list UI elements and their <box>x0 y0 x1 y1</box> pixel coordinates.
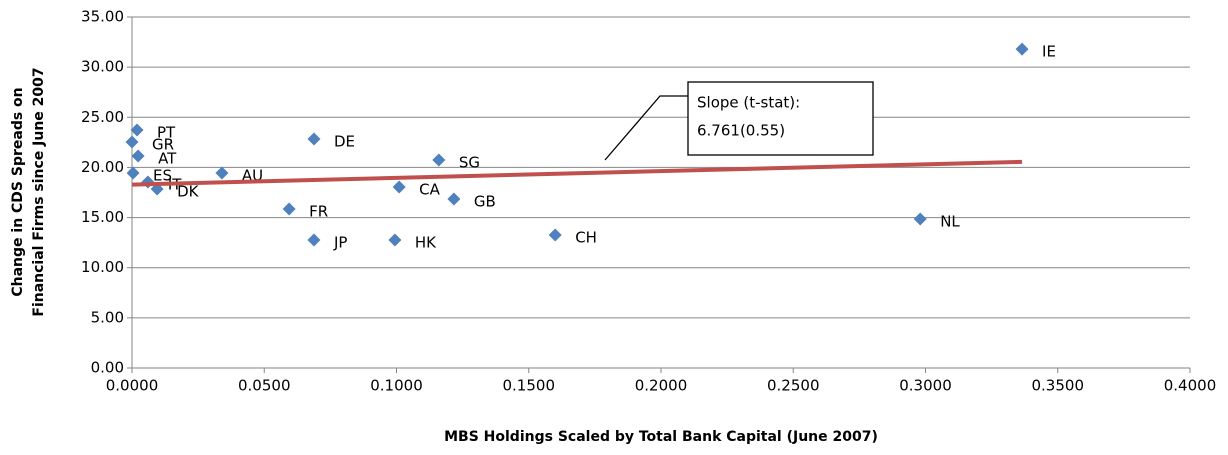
annotation-leader <box>604 95 688 161</box>
annotation-box <box>687 81 874 156</box>
x-tick-label: 0.1500 <box>503 377 556 395</box>
y-axis-title: Financial Firms since June 2007 <box>31 67 47 316</box>
point-label: GR <box>152 136 174 154</box>
data-point <box>131 149 145 163</box>
point-label: FR <box>309 203 328 221</box>
y-tick-label: 0.00 <box>91 359 124 377</box>
data-point <box>432 153 446 167</box>
x-tick-label: 0.4000 <box>1164 377 1217 395</box>
y-axis-title: Change in CDS Spreads on <box>10 87 26 296</box>
data-point <box>307 233 321 247</box>
data-point <box>1015 42 1029 56</box>
annotation-text: Slope (t-stat): <box>697 94 800 112</box>
point-label: SG <box>459 154 480 172</box>
y-tick-label: 30.00 <box>81 58 124 76</box>
annotation-text: 6.761(0.55) <box>697 122 785 140</box>
point-label: DE <box>334 133 355 151</box>
data-point <box>215 166 229 180</box>
data-point <box>388 233 402 247</box>
point-label: HK <box>415 234 437 252</box>
data-point <box>130 123 144 137</box>
point-label: AT <box>158 149 177 167</box>
x-axis-title: MBS Holdings Scaled by Total Bank Capita… <box>444 429 878 445</box>
y-tick-label: 35.00 <box>81 8 124 26</box>
point-label: JP <box>333 234 347 252</box>
y-tick-label: 10.00 <box>81 258 124 276</box>
data-point <box>392 180 406 194</box>
data-point <box>913 212 927 226</box>
point-label: DK <box>177 182 200 200</box>
data-point <box>125 135 139 149</box>
point-label: NL <box>940 212 960 230</box>
x-tick-label: 0.2000 <box>635 377 688 395</box>
y-tick-label: 15.00 <box>81 208 124 226</box>
trendline <box>131 159 1023 187</box>
x-tick-label: 0.1000 <box>370 377 423 395</box>
x-tick-label: 0.3500 <box>1032 377 1085 395</box>
y-tick-label: 25.00 <box>81 108 124 126</box>
x-tick-label: 0.0500 <box>238 377 291 395</box>
data-point <box>548 228 562 242</box>
point-label: ES <box>153 167 172 185</box>
data-point <box>282 202 296 216</box>
data-point <box>307 132 321 146</box>
point-label: CA <box>419 180 440 198</box>
point-label: IE <box>1042 43 1056 61</box>
x-tick-label: 0.3000 <box>899 377 952 395</box>
point-label: GB <box>474 193 496 211</box>
x-tick-label: 0.0000 <box>106 377 159 395</box>
point-label: PT <box>157 124 176 142</box>
data-point <box>447 192 461 206</box>
data-point <box>126 166 140 180</box>
x-tick-label: 0.2500 <box>767 377 820 395</box>
point-label: CH <box>575 229 597 247</box>
y-tick-label: 20.00 <box>81 158 124 176</box>
y-tick-label: 5.00 <box>91 308 124 326</box>
